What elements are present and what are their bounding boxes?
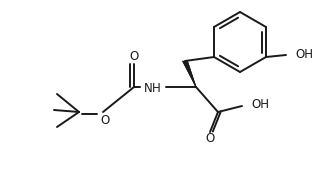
Text: O: O [205, 133, 215, 146]
Text: OH: OH [251, 99, 269, 112]
Text: O: O [129, 49, 139, 62]
Text: H: H [152, 81, 160, 94]
Text: N: N [144, 81, 152, 94]
Polygon shape [182, 61, 196, 87]
Text: O: O [101, 113, 110, 126]
Text: OH: OH [295, 48, 313, 61]
